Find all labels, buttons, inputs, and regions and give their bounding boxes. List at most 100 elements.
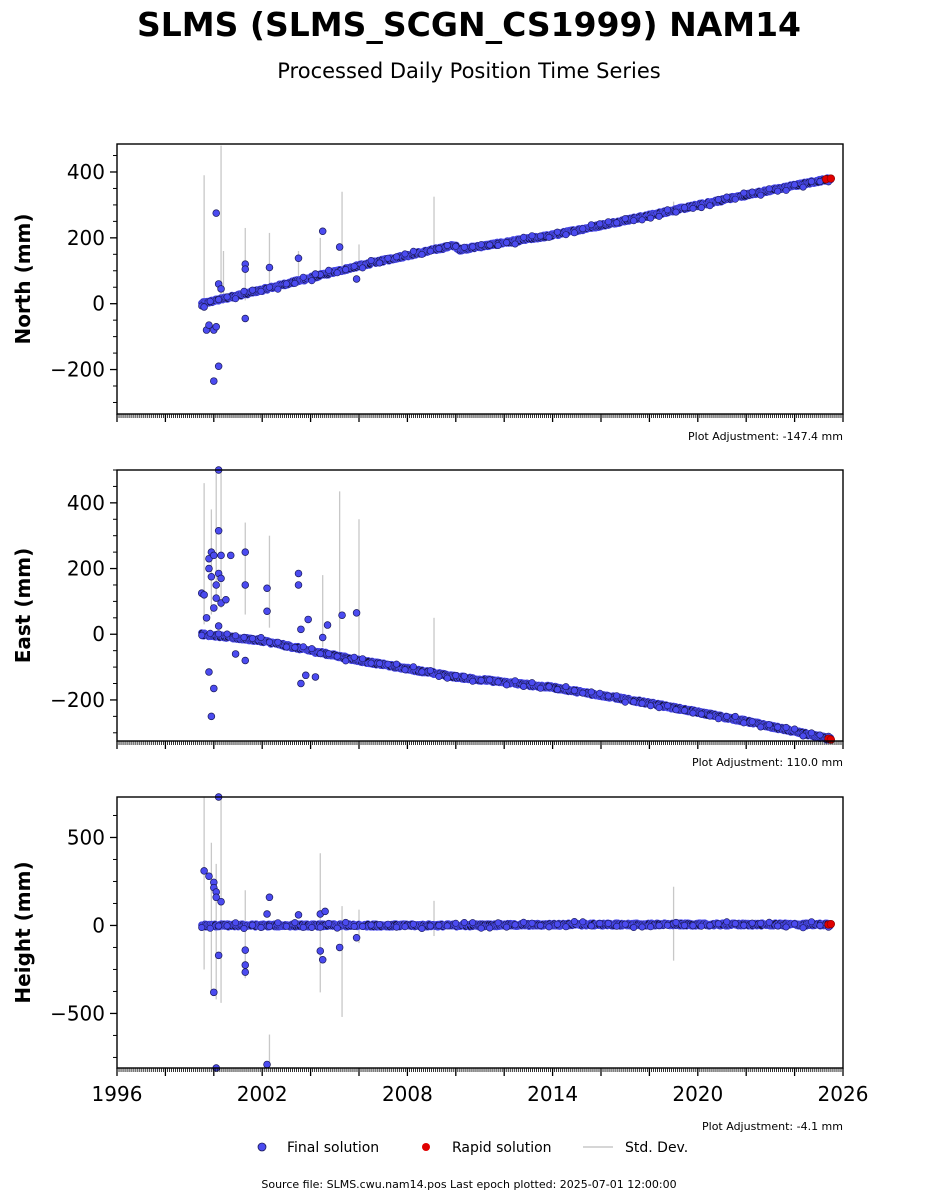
- final-solution-point: [311, 673, 320, 681]
- final-solution-point: [335, 243, 344, 251]
- final-solution-series: [198, 917, 835, 932]
- final-solution-point: [318, 633, 327, 642]
- final-solution-point: [206, 924, 214, 932]
- final-solution-point: [647, 702, 655, 710]
- final-solution-point: [299, 923, 307, 931]
- final-solution-point: [316, 650, 324, 658]
- final-solution-point: [757, 919, 765, 927]
- final-solution-point: [731, 195, 739, 203]
- final-solution-point: [384, 254, 392, 262]
- rapid-solution-point: [826, 919, 836, 929]
- final-solution-point: [562, 923, 570, 931]
- final-solution-point: [240, 924, 248, 932]
- final-solution-point: [249, 921, 257, 929]
- final-solution-point: [452, 671, 460, 679]
- final-solution-point: [740, 719, 748, 727]
- final-solution-point: [291, 643, 299, 651]
- final-solution-point: [706, 921, 714, 929]
- final-solution-point: [418, 250, 426, 258]
- final-solution-point: [352, 275, 361, 283]
- x-axis-ticks: [116, 1068, 844, 1076]
- final-solution-point: [323, 621, 332, 629]
- final-solution-point: [205, 872, 213, 880]
- final-solution-point: [294, 254, 303, 263]
- final-solution-point: [553, 686, 561, 694]
- final-solution-point: [215, 296, 223, 304]
- east-panel: −200 0 200 400 East (mm) Plot Adjustment: 110…: [11, 466, 844, 769]
- final-solution-point: [570, 229, 578, 237]
- final-solution-point: [663, 206, 671, 214]
- plot-frame: [116, 143, 844, 415]
- final-solution-point: [697, 922, 705, 930]
- final-solution-point: [503, 923, 511, 931]
- final-solution-point: [443, 922, 451, 930]
- y-tick-label: 0: [92, 292, 105, 316]
- final-solution-point: [774, 922, 782, 930]
- final-solution-point: [697, 710, 705, 718]
- final-solution-point: [562, 231, 570, 239]
- final-solution-point: [212, 322, 220, 331]
- final-solution-point: [265, 283, 273, 291]
- final-solution-point: [210, 988, 218, 997]
- rapid-solution-point: [826, 174, 836, 183]
- final-solution-point: [376, 259, 384, 267]
- y-tick-label: 0: [92, 622, 105, 646]
- final-solution-point: [241, 548, 250, 556]
- final-solution-point: [257, 633, 265, 641]
- final-solution-point: [214, 527, 223, 535]
- final-solution-point: [511, 677, 519, 685]
- final-solution-point: [621, 215, 629, 223]
- final-solution-point: [553, 228, 561, 236]
- final-solution-point: [304, 615, 312, 624]
- final-solution-point: [367, 659, 375, 667]
- final-solution-point: [231, 650, 240, 658]
- final-solution-point: [409, 920, 417, 928]
- final-solution-point: [774, 187, 782, 195]
- final-solution-point: [680, 921, 688, 929]
- final-solution-point: [241, 314, 250, 323]
- final-solution-point: [265, 922, 273, 930]
- final-solution-point: [477, 924, 485, 932]
- final-solution-point: [630, 698, 638, 706]
- final-solution-point: [486, 241, 494, 249]
- final-solution-point: [545, 683, 553, 691]
- y-axis-label: East (mm): [11, 548, 35, 664]
- final-solution-point: [214, 951, 223, 960]
- final-solution-point: [816, 921, 824, 929]
- final-solution-point: [553, 920, 561, 928]
- final-solution-point: [748, 718, 756, 726]
- final-solution-point: [217, 897, 225, 906]
- final-solution-point: [528, 919, 536, 927]
- final-solution-point: [536, 921, 544, 929]
- y-tick-label: 0: [92, 913, 105, 937]
- y-tick-label: 400: [67, 160, 105, 184]
- final-solution-point: [215, 630, 223, 638]
- final-solution-point: [486, 676, 494, 684]
- final-solution-point: [352, 934, 361, 942]
- final-solution-point: [799, 732, 807, 740]
- plot-adjustment: Plot Adjustment: -147.4 mm: [688, 430, 843, 443]
- final-solution-point: [206, 629, 214, 637]
- final-solution-point: [241, 968, 250, 976]
- final-solution-point: [799, 183, 807, 191]
- final-solution-point: [731, 712, 739, 720]
- final-solution-point: [274, 638, 282, 646]
- final-solution-point: [249, 634, 257, 642]
- final-solution-point: [409, 663, 417, 671]
- final-solution-point: [562, 683, 570, 691]
- final-solution-point: [748, 188, 756, 196]
- final-solution-point: [706, 202, 714, 210]
- final-solution-point: [740, 189, 748, 197]
- final-solution-point: [263, 1060, 271, 1069]
- final-solution-point: [426, 247, 434, 255]
- final-solution-point: [299, 643, 307, 651]
- final-solution-point: [435, 245, 443, 253]
- final-solution-point: [241, 656, 250, 665]
- x-axis-ticks: [116, 414, 844, 422]
- final-solution-point: [791, 181, 799, 189]
- final-solution-point: [477, 241, 485, 249]
- final-solution-point: [376, 659, 384, 667]
- final-solution-point: [325, 650, 333, 658]
- y-tick-label: −200: [50, 358, 105, 382]
- final-solution-point: [647, 923, 655, 931]
